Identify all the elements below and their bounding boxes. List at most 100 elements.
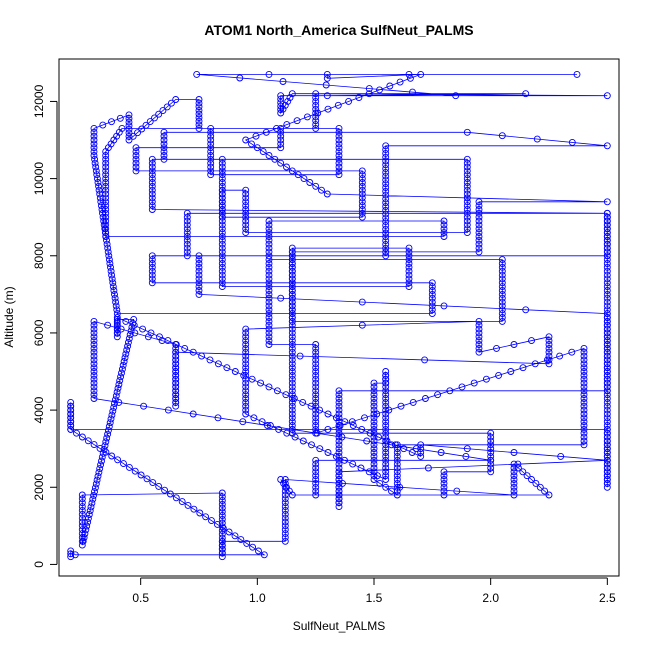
data-point (382, 476, 390, 483)
data-point (102, 438, 110, 446)
data-point (122, 317, 130, 325)
data-point (382, 445, 390, 453)
data-point (323, 74, 331, 82)
data-point (358, 171, 366, 179)
data-point (242, 325, 250, 333)
data-point (393, 452, 401, 460)
data-point (281, 499, 289, 507)
data-point (243, 539, 251, 547)
data-point (498, 256, 506, 264)
data-point (242, 344, 250, 352)
data-point (312, 101, 320, 109)
data-point (118, 369, 125, 377)
data-point (164, 406, 172, 414)
data-point (603, 483, 611, 491)
data-point (487, 433, 495, 441)
data-point (405, 260, 413, 267)
data-point (125, 132, 133, 140)
data-point (470, 379, 478, 387)
data-point (580, 379, 588, 387)
data-point (370, 418, 378, 426)
data-point (396, 78, 404, 86)
data-point (385, 406, 393, 414)
data-point (288, 429, 296, 437)
data-point (105, 252, 113, 260)
data-point (242, 186, 250, 194)
data-point (475, 236, 483, 244)
data-point (149, 479, 157, 487)
data-point (281, 487, 289, 495)
x-tick-label: 2.5 (599, 591, 616, 605)
data-point (335, 460, 343, 468)
data-point (475, 337, 483, 345)
data-point (406, 74, 414, 82)
data-point (99, 209, 106, 217)
data-point (462, 452, 470, 460)
data-point (195, 124, 203, 132)
data-point (242, 194, 250, 202)
data-point (382, 422, 390, 429)
data-point (487, 445, 495, 453)
data-point (161, 486, 169, 494)
data-point (288, 329, 296, 337)
data-point (189, 410, 197, 418)
data-point (112, 392, 120, 400)
data-point (440, 221, 448, 229)
data-point (109, 283, 117, 291)
data-point (98, 206, 106, 213)
data-point (242, 198, 250, 206)
data-point (370, 395, 378, 402)
data-point (239, 418, 247, 426)
data-point (370, 387, 378, 395)
data-point (148, 275, 156, 283)
data-point (428, 287, 436, 294)
data-point (265, 240, 273, 248)
data-point (172, 368, 180, 375)
data-point (208, 517, 215, 525)
data-point (101, 225, 109, 233)
data-point (113, 306, 121, 314)
data-point (393, 476, 401, 483)
data-point (127, 327, 135, 335)
data-point (109, 407, 117, 415)
data-point (93, 175, 101, 183)
data-point (393, 491, 401, 499)
data-point (172, 391, 180, 399)
data-point (160, 144, 168, 152)
data-point (242, 217, 250, 225)
data-point (382, 368, 390, 375)
data-point (265, 252, 273, 260)
data-point (98, 453, 106, 461)
data-point (266, 422, 274, 429)
data-point (90, 144, 98, 152)
data-point (382, 218, 390, 226)
x-tick-label: 1.5 (366, 591, 383, 605)
data-point (207, 167, 215, 175)
data-point (487, 468, 495, 476)
data-point (417, 449, 425, 456)
data-point (102, 175, 110, 183)
data-point (281, 514, 289, 522)
data-point (299, 398, 307, 406)
data-point (498, 271, 506, 279)
data-point (463, 179, 471, 186)
data-point (132, 148, 140, 156)
data-point (580, 387, 588, 395)
data-point (242, 379, 250, 387)
data-point (382, 165, 390, 173)
data-point (131, 467, 139, 475)
data-point (129, 132, 137, 140)
data-point (370, 441, 378, 449)
data-point (324, 105, 332, 113)
data-point (218, 182, 226, 190)
data-point (284, 97, 292, 105)
data-point (288, 348, 296, 356)
data-point (288, 279, 296, 287)
data-point (90, 360, 98, 368)
data-point (463, 128, 471, 136)
data-point (288, 356, 296, 364)
data-point (218, 549, 226, 557)
data-point (603, 240, 611, 248)
data-point (288, 391, 296, 399)
data-point (603, 298, 611, 306)
